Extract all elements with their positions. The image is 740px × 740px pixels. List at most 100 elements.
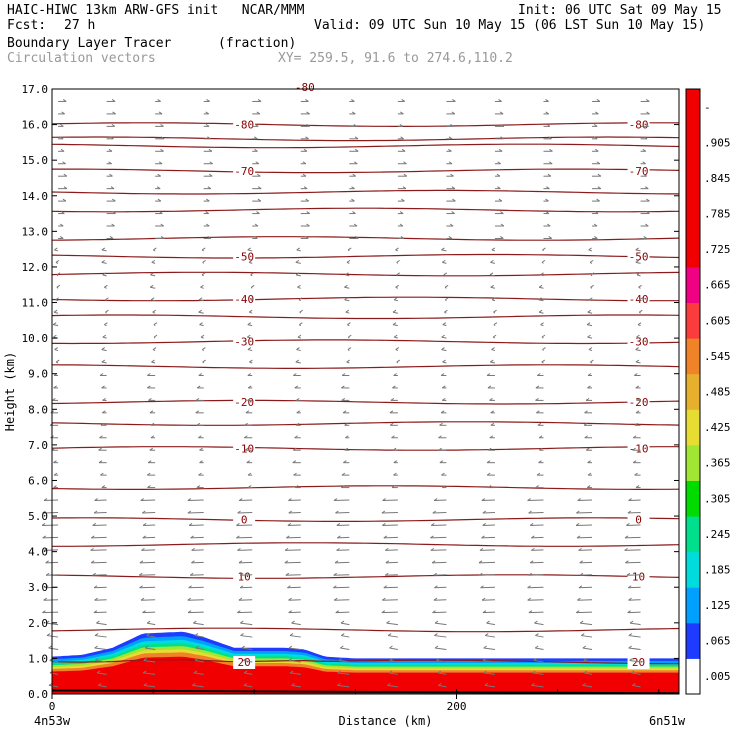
vector-9-195	[486, 620, 496, 626]
vector-12-20-head	[632, 682, 636, 686]
vector-2-405-shaft	[141, 549, 156, 551]
vector-5-685-head	[292, 447, 297, 451]
vector-9-685-head	[487, 447, 492, 451]
vector-3-440	[190, 535, 204, 539]
vector-9-1175-head	[489, 272, 494, 276]
vector-3-405-shaft	[191, 549, 204, 551]
contour-line-19	[51, 446, 679, 451]
colorbar-label-6: .365	[704, 457, 731, 470]
vector-8-370-shaft	[432, 561, 447, 564]
vector-7-1315	[397, 223, 404, 227]
vector-11-370	[579, 560, 593, 564]
vector-0-160	[46, 633, 59, 638]
vector-2-1175	[150, 272, 156, 277]
vector-4-720	[243, 435, 253, 439]
vector-8-1490-head	[448, 161, 453, 165]
vector-11-160-head	[580, 633, 585, 636]
vector-0-405	[44, 547, 59, 551]
terrain-line	[51, 689, 680, 695]
vector-6-230	[335, 610, 350, 614]
vector-8-265-shaft	[433, 599, 447, 601]
vector-8-230	[432, 610, 447, 614]
vector-0-370-head	[45, 560, 49, 564]
vector-5-405-head	[284, 547, 289, 551]
vector-1-1420	[106, 186, 115, 190]
vector-9-1140-shaft	[490, 286, 496, 289]
vector-2-510-shaft	[142, 512, 156, 514]
vector-3-1385-head	[206, 198, 210, 202]
vector-5-440-shaft	[286, 536, 301, 539]
vector-10-1560	[543, 136, 552, 140]
vector-4-300	[239, 585, 253, 589]
vector-10-1315	[543, 223, 551, 227]
vector-8-720-head	[438, 435, 442, 439]
vector-9-1455	[494, 173, 501, 177]
vector-9-265-head	[481, 597, 486, 601]
vector-7-545	[382, 498, 398, 502]
vector-0-125	[48, 645, 59, 651]
vector-9-335-shaft	[479, 574, 495, 576]
vector-0-1385-head	[62, 198, 67, 202]
vector-12-55-head	[630, 670, 635, 674]
y-tick-label-10: 10.0	[22, 332, 49, 345]
vector-12-790-head	[635, 410, 640, 414]
vector-11-1000-shaft	[587, 336, 593, 339]
vector-0-545-shaft	[43, 499, 59, 502]
vector-1-1000-head	[102, 334, 107, 338]
vector-6-1105-head	[344, 297, 348, 301]
vector-9-55-shaft	[483, 672, 496, 675]
vector-11-1175-head	[590, 272, 595, 276]
vector-5-335	[285, 572, 301, 576]
vector-0-335-head	[45, 572, 50, 576]
vector-10-615-head	[536, 472, 541, 476]
vector-0-405-head	[44, 547, 48, 551]
vector-3-1035	[199, 322, 204, 327]
vector-10-1280-head	[548, 236, 553, 239]
vector-12-475	[626, 523, 641, 526]
vector-5-335-shaft	[285, 574, 301, 576]
vector-10-965-head	[542, 347, 546, 350]
vector-1-965-shaft	[101, 349, 107, 352]
vector-2-55-head	[142, 670, 147, 674]
vector-10-1035-head	[540, 322, 544, 326]
vector-4-440-head	[236, 535, 240, 539]
vector-9-1140	[490, 284, 496, 289]
vector-8-1665-head	[452, 99, 456, 102]
vector-0-230-shaft	[42, 611, 59, 614]
vector-2-615	[146, 472, 156, 476]
vector-1-125	[94, 645, 107, 651]
vector-6-370-shaft	[335, 561, 350, 564]
vector-5-1665	[300, 99, 309, 102]
vector-10-930	[541, 359, 546, 364]
vector-9-1210-shaft	[490, 261, 496, 264]
vector-2-1665	[155, 99, 161, 102]
vector-5-405	[284, 547, 301, 551]
vector-7-1665-head	[401, 99, 405, 102]
vector-10-335-shaft	[528, 574, 544, 576]
vector-7-1000-head	[393, 334, 398, 338]
vector-3-1210	[202, 259, 206, 264]
colorbar-swatch-15	[686, 124, 700, 161]
vector-12-580	[635, 485, 641, 489]
vector-4-1175	[250, 272, 254, 277]
vector-8-1070	[444, 309, 448, 314]
vector-1-335-shaft	[92, 574, 107, 576]
vector-1-300-shaft	[94, 586, 107, 589]
vector-2-720-head	[150, 435, 155, 439]
vector-11-1560	[592, 136, 598, 140]
vector-5-90-shaft	[288, 659, 301, 663]
vector-8-1315	[446, 223, 454, 227]
vector-12-20	[632, 682, 641, 688]
vector-10-1595-head	[546, 123, 551, 127]
vector-3-1000-head	[200, 334, 205, 338]
vector-0-1070-head	[53, 309, 58, 313]
vector-2-1280	[155, 236, 165, 239]
vector-6-230-shaft	[335, 611, 350, 614]
vector-5-1560	[300, 136, 309, 140]
vector-11-895-head	[587, 373, 592, 376]
vector-0-20-shaft	[48, 684, 59, 688]
vector-4-160	[240, 633, 253, 638]
vector-1-1350	[106, 211, 116, 215]
contour-label-6-0: -10	[234, 442, 254, 455]
vector-0-1665-head	[62, 99, 67, 102]
